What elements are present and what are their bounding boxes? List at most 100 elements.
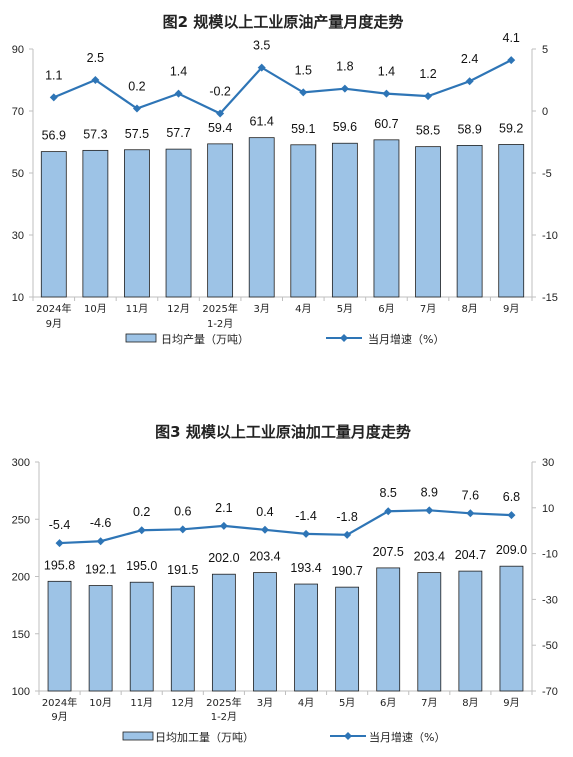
left-axis-tick-label: 200 xyxy=(12,572,30,584)
x-axis-tick-label: 8月 xyxy=(462,697,478,709)
legend-bar-swatch xyxy=(122,731,154,741)
growth-rate-point xyxy=(299,88,308,97)
growth-rate-data-label: 0.6 xyxy=(174,504,191,518)
right-axis-tick-label: 30 xyxy=(542,457,554,469)
growth-rate-data-label: 1.2 xyxy=(419,67,436,81)
growth-rate-point xyxy=(49,93,58,102)
growth-rate-point xyxy=(382,89,391,98)
growth-rate-data-label: 3.5 xyxy=(253,39,270,53)
left-axis-tick-label: 90 xyxy=(12,44,24,56)
bar-data-label: 58.9 xyxy=(457,122,481,136)
bar-data-label: 209.0 xyxy=(496,543,527,557)
x-axis-tick-label: 11月 xyxy=(126,303,149,315)
bar xyxy=(88,585,113,692)
bar xyxy=(373,139,400,298)
left-axis-tick-label: 250 xyxy=(12,514,30,526)
bar xyxy=(458,570,483,692)
right-axis-tick-label: -10 xyxy=(542,549,558,561)
growth-rate-data-label: -5.4 xyxy=(49,518,71,532)
x-axis-tick-label: 5月 xyxy=(339,697,355,709)
bar xyxy=(211,573,236,692)
growth-rate-data-label: 7.6 xyxy=(462,488,479,502)
bar xyxy=(248,137,275,298)
left-axis-tick-label: 150 xyxy=(12,629,30,641)
legend-line-marker xyxy=(340,334,348,342)
legend-line-label: 当月增速（%） xyxy=(368,332,444,346)
growth-rate-data-label: 2.4 xyxy=(461,52,478,66)
x-axis-tick-label: 6月 xyxy=(380,697,396,709)
left-axis-tick-label: 100 xyxy=(12,686,30,698)
growth-rate-data-label: 8.9 xyxy=(421,485,438,499)
x-axis-tick-label: 3月 xyxy=(254,303,270,315)
bar-data-label: 204.7 xyxy=(455,548,486,562)
bar-data-label: 61.4 xyxy=(250,115,274,129)
left-axis-tick-label: 50 xyxy=(12,168,24,180)
bar-data-label: 59.4 xyxy=(208,121,232,135)
x-axis-tick-label: 9月 xyxy=(503,303,519,315)
bar xyxy=(415,146,441,298)
growth-rate-point xyxy=(465,77,474,86)
left-axis-tick-label: 70 xyxy=(12,106,24,118)
bar-data-label: 56.9 xyxy=(42,129,66,143)
growth-rate-point xyxy=(216,109,225,118)
growth-rate-point xyxy=(425,506,434,515)
bar-data-label: 203.4 xyxy=(414,550,445,564)
bar-data-label: 59.1 xyxy=(291,122,315,136)
bar xyxy=(331,142,358,298)
x-axis-tick-label: 5月 xyxy=(337,303,353,315)
bar-data-label: 202.0 xyxy=(208,551,239,565)
right-axis-tick-label: -10 xyxy=(542,230,558,242)
bar-data-label: 58.5 xyxy=(416,124,440,138)
growth-rate-point xyxy=(507,511,516,520)
bar-data-label: 193.4 xyxy=(290,561,321,575)
x-axis-tick-label: 4月 xyxy=(295,303,311,315)
growth-rate-data-label: -1.8 xyxy=(336,510,358,524)
growth-rate-point xyxy=(91,76,100,84)
growth-rate-data-label: -0.2 xyxy=(209,84,231,98)
bar xyxy=(290,144,317,298)
growth-rate-data-label: -1.4 xyxy=(295,509,317,523)
bar xyxy=(498,144,525,298)
x-axis-tick-label: 9月 xyxy=(503,697,519,709)
growth-rate-data-label: 1.1 xyxy=(45,68,62,82)
right-axis-tick-label: 10 xyxy=(542,503,554,515)
x-axis-tick-label: 9月 xyxy=(46,318,62,330)
bar xyxy=(417,572,442,692)
left-axis-tick-label: 30 xyxy=(12,230,24,242)
growth-rate-point xyxy=(132,104,141,113)
bar-data-label: 60.7 xyxy=(374,117,398,131)
growth-rate-point xyxy=(384,507,393,516)
growth-rate-data-label: 1.8 xyxy=(336,60,353,74)
bar-data-label: 191.5 xyxy=(167,563,198,577)
x-axis-tick-label: 1-2月 xyxy=(207,318,233,330)
growth-rate-data-label: 2.5 xyxy=(87,51,104,65)
growth-rate-data-label: 1.5 xyxy=(295,63,312,77)
bar-data-label: 57.5 xyxy=(125,127,149,141)
x-axis-tick-label: 2024年 xyxy=(36,302,71,315)
bar-data-label: 195.8 xyxy=(44,558,75,572)
bar xyxy=(456,145,483,298)
right-axis-tick-label: -15 xyxy=(542,292,558,304)
growth-rate-point xyxy=(96,537,105,546)
bar xyxy=(207,143,234,298)
growth-rate-point xyxy=(55,539,64,548)
bar xyxy=(129,581,154,692)
x-axis-tick-label: 2024年 xyxy=(42,696,77,709)
left-axis-tick-label: 300 xyxy=(12,457,30,469)
x-axis-tick-label: 7月 xyxy=(420,303,436,315)
bar-data-label: 190.7 xyxy=(331,564,362,578)
right-axis-tick-label: -50 xyxy=(542,640,558,652)
chart-3: 图3 规模以上工业原油加工量月度走势 100 150 200 250 300 -70 -50 -… xyxy=(12,423,558,744)
bar xyxy=(124,149,150,298)
bar-data-label: 59.2 xyxy=(499,121,523,135)
legend-line-label: 当月增速（%） xyxy=(369,730,445,744)
growth-rate-point xyxy=(219,521,228,530)
bar xyxy=(499,565,524,692)
x-axis-tick-label: 9月 xyxy=(51,711,67,723)
growth-rate-point xyxy=(466,509,475,518)
growth-rate-line xyxy=(59,509,512,545)
x-axis-tick-label: 11月 xyxy=(130,697,153,709)
growth-rate-data-label: 0.2 xyxy=(133,505,150,519)
growth-rate-point xyxy=(302,529,311,538)
growth-rate-data-label: 1.4 xyxy=(170,65,187,79)
